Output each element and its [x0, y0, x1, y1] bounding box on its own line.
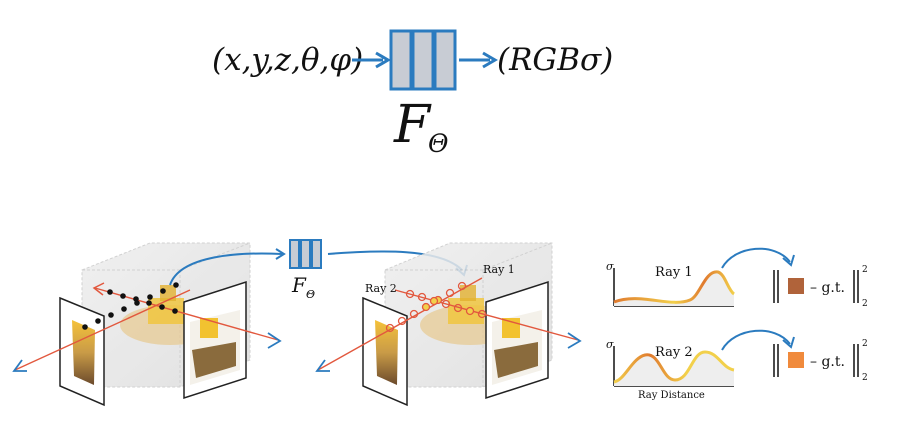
- scene-right: Ray 1 Ray 2: [315, 242, 582, 407]
- color-swatch-ray1: [788, 278, 804, 294]
- plot-ray-2: σ Ray 2 Ray Distance: [606, 338, 735, 401]
- network-block-small: [289, 239, 322, 269]
- input-label: (x,y,z,θ,φ): [212, 42, 363, 78]
- top-equation: (x,y,z,θ,φ) (RGBσ) F Θ: [212, 29, 613, 158]
- image-plane-right: [183, 280, 247, 400]
- sample-circles-ray2: [405, 289, 487, 319]
- norm-sub-1: 2: [862, 299, 868, 309]
- loss-text-1: – g.t.: [810, 280, 845, 296]
- plot1-title: Ray 1: [655, 265, 693, 280]
- norm-sup-1: 2: [862, 265, 868, 275]
- loss-text-2: – g.t.: [810, 354, 845, 370]
- image-plane-right-2: [485, 280, 549, 400]
- plot2-sigma: σ: [606, 338, 614, 351]
- image-plane-left: [59, 296, 105, 407]
- network-subscript: Θ: [428, 129, 449, 158]
- arrow-to-network: [169, 248, 286, 286]
- output-label: (RGBσ): [497, 42, 613, 78]
- ray-1-left: [12, 289, 191, 372]
- loss-ray-2: – g.t. 2 2: [773, 339, 868, 383]
- input-arrow: [352, 51, 391, 69]
- arrow-plot2-to-loss: [721, 329, 795, 351]
- plot1-sigma: σ: [606, 260, 614, 273]
- x-axis-label: Ray Distance: [638, 390, 705, 401]
- network-symbol-small: F: [291, 273, 307, 297]
- ray-label-1: Ray 1: [483, 263, 515, 276]
- loss-ray-1: – g.t. 2 2: [773, 265, 868, 309]
- ray-label-2: Ray 2: [365, 282, 397, 295]
- network-subscript-small: Θ: [306, 288, 315, 301]
- sample-points-ray1: [82, 282, 179, 330]
- sample-points-ray2: [107, 289, 178, 314]
- network-symbol: F: [393, 95, 432, 155]
- network-block: [389, 29, 457, 91]
- image-plane-left-2: [362, 296, 408, 407]
- scene-left: [12, 242, 282, 407]
- arrow-plot1-to-loss: [721, 247, 795, 269]
- norm-sub-2: 2: [862, 373, 868, 383]
- color-swatch-ray2: [788, 352, 804, 368]
- plot-ray-1: σ Ray 1: [606, 260, 736, 307]
- plot2-title: Ray 2: [655, 345, 693, 360]
- norm-sup-2: 2: [862, 339, 868, 349]
- output-arrow: [459, 51, 498, 69]
